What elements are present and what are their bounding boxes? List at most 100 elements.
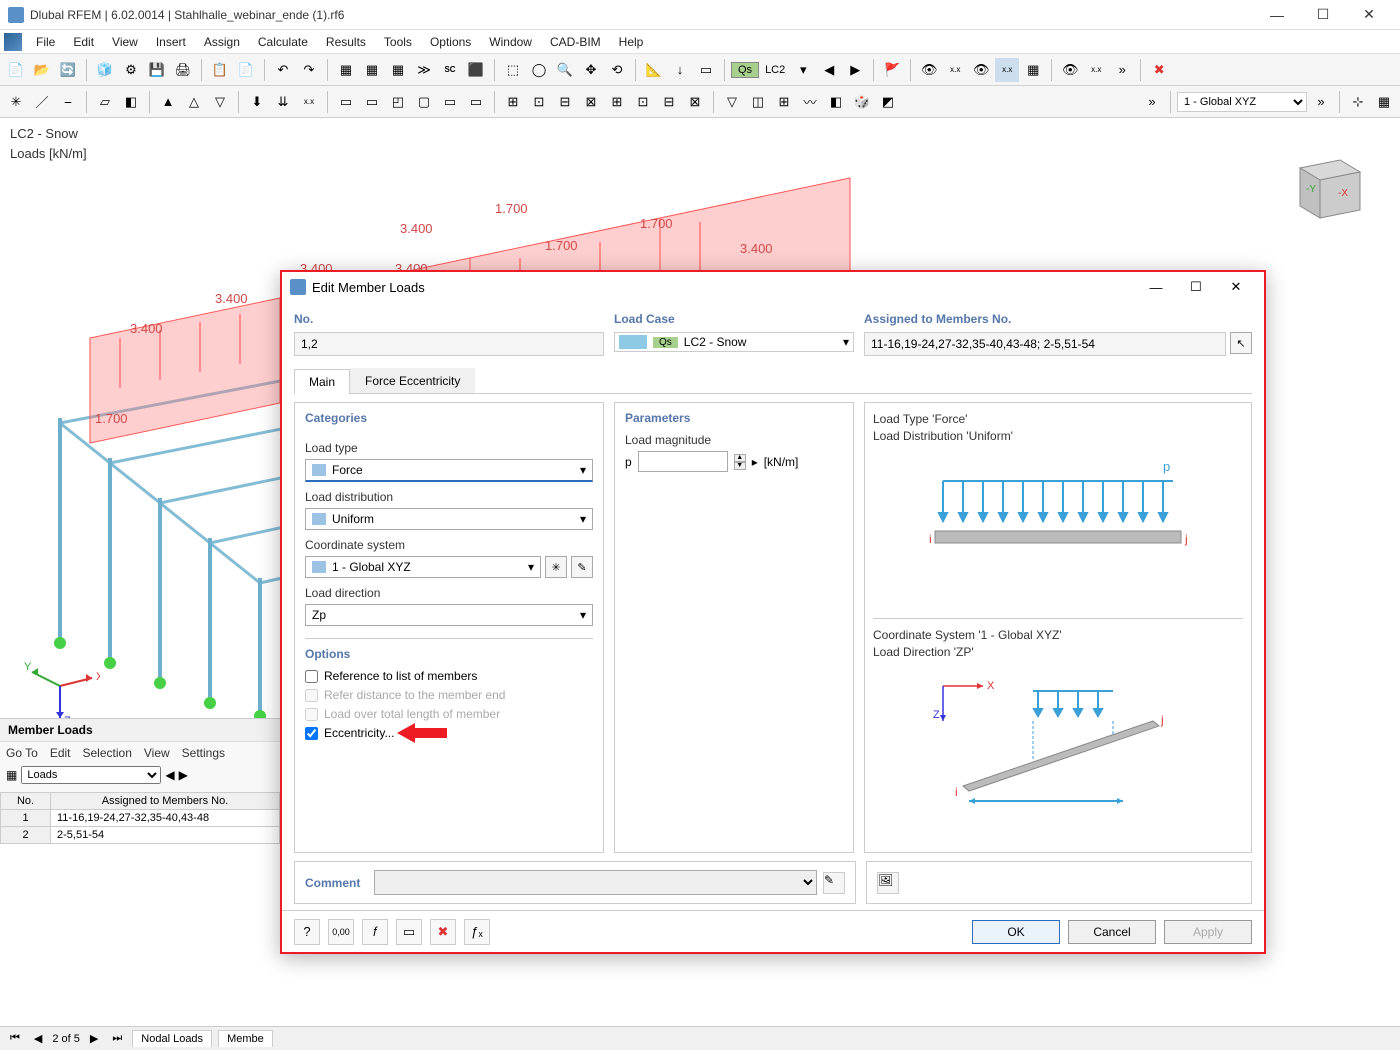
g8-icon[interactable]: ⊠	[683, 90, 707, 114]
refresh-icon[interactable]: 🔄	[56, 58, 80, 82]
stop-icon[interactable]: ⬛	[464, 58, 488, 82]
units-icon[interactable]: 0,00	[328, 919, 354, 945]
panel-selection[interactable]: Selection	[83, 746, 132, 760]
table-icon[interactable]: ▦	[334, 58, 358, 82]
maximize-button[interactable]: ☐	[1300, 0, 1346, 30]
panel-view[interactable]: View	[144, 746, 170, 760]
paste-icon[interactable]: 📄	[234, 58, 258, 82]
play-icon[interactable]: ▸	[752, 455, 758, 469]
next-icon[interactable]: ▶	[179, 768, 188, 782]
menu-file[interactable]: File	[28, 32, 63, 52]
tab-force-eccentricity[interactable]: Force Eccentricity	[350, 368, 475, 393]
tab-member-loads[interactable]: Membe	[218, 1030, 273, 1047]
open-icon[interactable]: 📂	[30, 58, 54, 82]
zoom-icon[interactable]: 🔍	[553, 58, 577, 82]
screen-icon[interactable]: ▭	[396, 919, 422, 945]
g3-icon[interactable]: ⊟	[553, 90, 577, 114]
menu-view[interactable]: View	[104, 32, 146, 52]
surface-icon[interactable]: ▱	[93, 90, 117, 114]
menu-calculate[interactable]: Calculate	[250, 32, 316, 52]
support2-icon[interactable]: △	[182, 90, 206, 114]
preview-image-icon[interactable]: 🖼	[877, 872, 899, 894]
model-icon[interactable]: 🧊	[93, 58, 117, 82]
xxx1-icon[interactable]: x.x	[943, 58, 967, 82]
dialog-maximize-button[interactable]: ☐	[1176, 279, 1216, 295]
g1-icon[interactable]: ⊞	[501, 90, 525, 114]
delete-icon[interactable]: ✖	[430, 919, 456, 945]
lasso-icon[interactable]: ◯	[527, 58, 551, 82]
first-page-icon[interactable]: ⏮	[6, 1032, 24, 1045]
more-icon[interactable]: »	[1110, 58, 1134, 82]
view5-icon[interactable]: ◩	[876, 90, 900, 114]
comment-edit-icon[interactable]: ✎	[823, 872, 845, 894]
spin-up-icon[interactable]: ▲	[734, 454, 746, 462]
dir-select[interactable]: Zp▾	[305, 604, 593, 626]
last-page-icon[interactable]: ⏭	[108, 1032, 126, 1045]
pick-members-icon[interactable]: ↖	[1230, 332, 1252, 354]
chk-ref-list[interactable]: Reference to list of members	[305, 669, 593, 683]
tab-main[interactable]: Main	[294, 369, 350, 394]
menu-results[interactable]: Results	[318, 32, 374, 52]
member-icon[interactable]: ⎯	[56, 90, 80, 114]
assigned-field[interactable]	[864, 332, 1226, 356]
comment-select[interactable]	[374, 870, 817, 895]
no-field[interactable]	[294, 332, 604, 356]
fx-icon[interactable]: 𝑓	[362, 919, 388, 945]
apply-button[interactable]: Apply	[1164, 920, 1252, 944]
chk-eccentricity[interactable]: Eccentricity...	[305, 726, 593, 740]
chevron-down-icon[interactable]: ▾	[791, 58, 815, 82]
flag-icon[interactable]: 🚩	[880, 58, 904, 82]
panel-goto[interactable]: Go To	[6, 746, 38, 760]
menu-cadbim[interactable]: CAD-BIM	[542, 32, 609, 52]
menu-insert[interactable]: Insert	[148, 32, 194, 52]
loadcase-label[interactable]: LC2	[761, 64, 789, 76]
load3-icon[interactable]: x.x	[297, 90, 321, 114]
prev-icon[interactable]: ◀	[165, 768, 174, 782]
eye2-icon[interactable]: 👁	[969, 58, 993, 82]
loads-dropdown[interactable]: Loads	[21, 766, 161, 784]
select-icon[interactable]: ⬚	[501, 58, 525, 82]
gear-icon[interactable]: ⚙	[119, 58, 143, 82]
menu-tools[interactable]: Tools	[376, 32, 420, 52]
print-icon[interactable]: 🖨	[171, 58, 195, 82]
sec1-icon[interactable]: ▭	[334, 90, 358, 114]
eye1-icon[interactable]: 👁	[917, 58, 941, 82]
dice-icon[interactable]: 🎲	[850, 90, 874, 114]
curve-icon[interactable]: 〰	[798, 90, 822, 114]
close-button[interactable]: ✕	[1346, 0, 1392, 30]
menu-window[interactable]: Window	[481, 32, 540, 52]
line-icon[interactable]: ／	[30, 90, 54, 114]
script-icon[interactable]: ≫	[412, 58, 436, 82]
tag-icon[interactable]: ▭	[694, 58, 718, 82]
filter-icon[interactable]: ▽	[720, 90, 744, 114]
loadcase-select[interactable]: Qs LC2 - Snow ▾	[614, 332, 854, 352]
next-page-icon[interactable]: ▶	[86, 1032, 102, 1045]
ok-button[interactable]: OK	[972, 920, 1060, 944]
menu-assign[interactable]: Assign	[196, 32, 248, 52]
load2-icon[interactable]: ⇊	[271, 90, 295, 114]
g2-icon[interactable]: ⊡	[527, 90, 551, 114]
next-lc-icon[interactable]: ▶	[843, 58, 867, 82]
menu-help[interactable]: Help	[611, 32, 652, 52]
view3-icon[interactable]: ◧	[824, 90, 848, 114]
g7-icon[interactable]: ⊟	[657, 90, 681, 114]
loadtype-select[interactable]: Force▾	[305, 459, 593, 482]
sec5-icon[interactable]: ▭	[438, 90, 462, 114]
pan-icon[interactable]: ✥	[579, 58, 603, 82]
prev-page-icon[interactable]: ◀	[30, 1032, 46, 1045]
load1-icon[interactable]: ⬇	[245, 90, 269, 114]
grid3-icon[interactable]: ▦	[1021, 58, 1045, 82]
node-icon[interactable]: ✳	[4, 90, 28, 114]
edit-cs-icon[interactable]: ✎	[571, 556, 593, 578]
delete-icon[interactable]: ✖	[1147, 58, 1171, 82]
grid2-icon[interactable]: ▦	[386, 58, 410, 82]
minimize-button[interactable]: —	[1254, 0, 1300, 30]
arrow-icon[interactable]: ↓	[668, 58, 692, 82]
g4-icon[interactable]: ⊠	[579, 90, 603, 114]
redo-icon[interactable]: ↷	[297, 58, 321, 82]
prev-lc-icon[interactable]: ◀	[817, 58, 841, 82]
more3-icon[interactable]: »	[1309, 90, 1333, 114]
g6-icon[interactable]: ⊡	[631, 90, 655, 114]
sc-icon[interactable]: SC	[438, 58, 462, 82]
help-icon[interactable]: ?	[294, 919, 320, 945]
